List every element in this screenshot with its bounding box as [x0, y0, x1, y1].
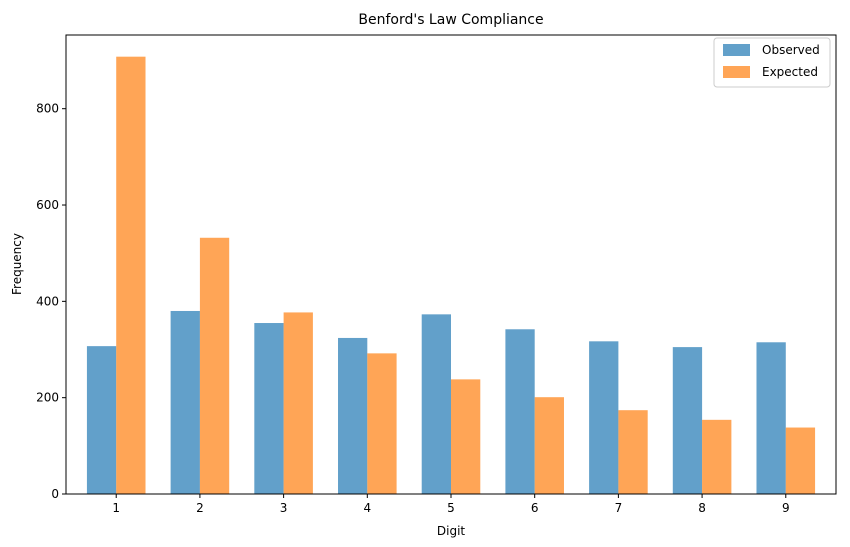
bar-observed-1	[86, 346, 117, 494]
bar-observed-3	[254, 323, 284, 494]
y-axis-label: Frequency	[10, 233, 24, 295]
chart-title: Benford's Law Compliance	[358, 12, 543, 28]
bar-expected-4	[367, 353, 397, 494]
y-tick-label: 0	[51, 487, 59, 501]
bar-expected-7	[618, 410, 648, 494]
x-tick-label: 2	[196, 501, 204, 515]
bars-group	[86, 56, 816, 495]
legend-label-expected: Expected	[762, 65, 818, 79]
bar-observed-8	[672, 347, 703, 494]
y-tick-label: 400	[36, 294, 59, 308]
legend-swatch-observed	[723, 44, 750, 56]
bar-expected-9	[785, 427, 816, 494]
bar-observed-6	[505, 329, 535, 494]
bar-expected-8	[702, 419, 732, 494]
bar-expected-6	[534, 397, 564, 494]
legend-label-observed: Observed	[762, 43, 820, 57]
x-tick-label: 1	[112, 501, 120, 515]
x-tick-label: 6	[531, 501, 539, 515]
x-tick-label: 4	[363, 501, 371, 515]
y-tick-label: 800	[36, 102, 59, 116]
bar-expected-1	[116, 56, 146, 495]
bar-observed-5	[421, 314, 451, 494]
x-tick-label: 5	[447, 501, 455, 515]
bar-expected-2	[199, 237, 230, 494]
bar-observed-2	[170, 310, 200, 494]
bar-observed-4	[338, 337, 368, 494]
legend: Observed Expected	[713, 37, 831, 88]
bar-observed-7	[589, 341, 619, 494]
bar-expected-3	[283, 312, 313, 494]
x-tick-label: 9	[782, 501, 790, 515]
x-tick-label: 7	[615, 501, 623, 515]
y-ticks: 0 200 400 600 800	[36, 102, 66, 501]
y-tick-label: 200	[36, 391, 59, 405]
x-tick-label: 8	[698, 501, 706, 515]
x-ticks: 1 2 3 4 5 6 7 8 9	[112, 494, 790, 515]
x-axis-label: Digit	[437, 524, 466, 538]
y-tick-label: 600	[36, 198, 59, 212]
bar-expected-5	[451, 379, 481, 494]
legend-swatch-expected	[723, 66, 750, 78]
bar-observed-9	[756, 342, 786, 494]
x-tick-label: 3	[280, 501, 288, 515]
